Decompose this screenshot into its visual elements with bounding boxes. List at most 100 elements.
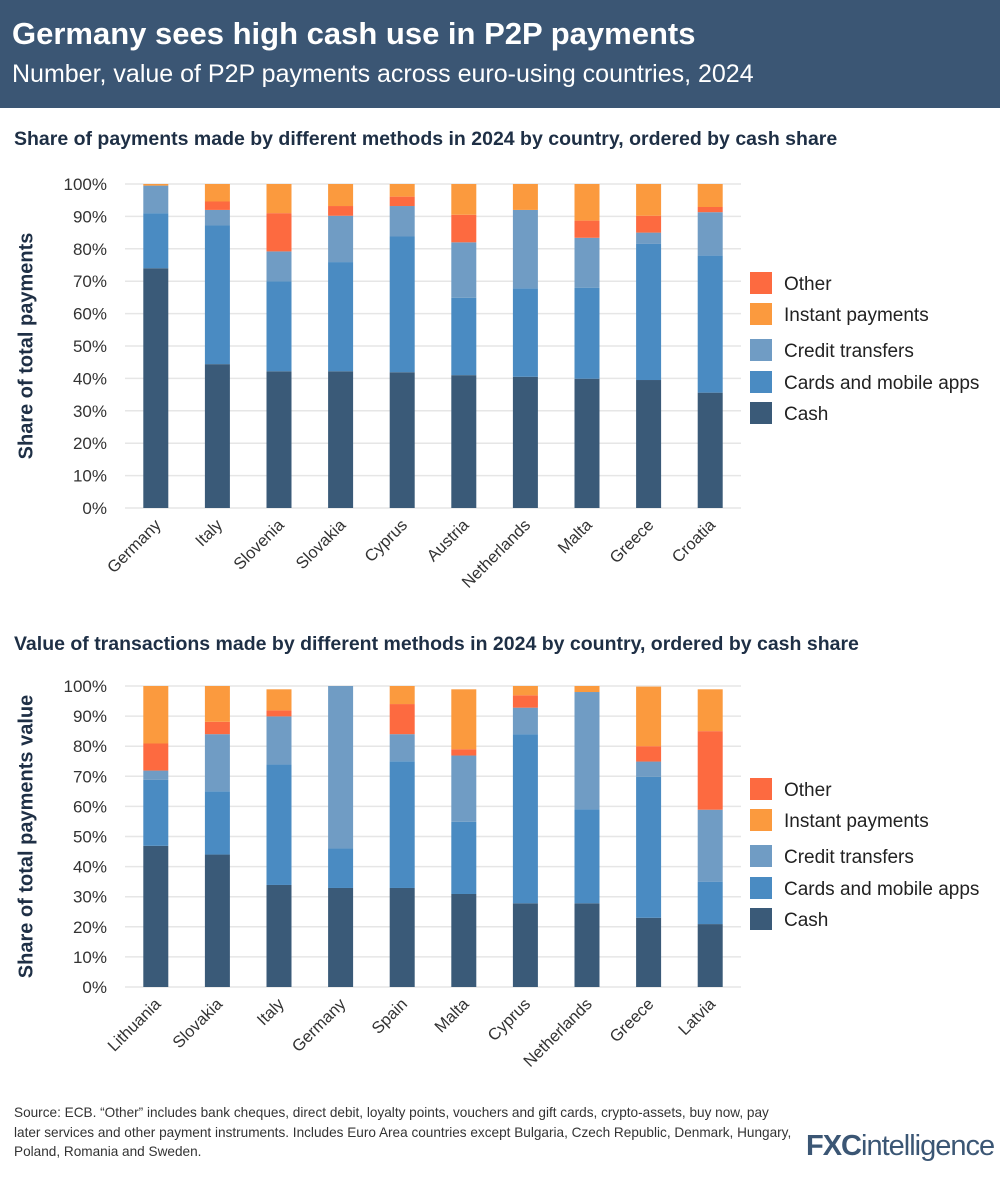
bar-segment-cash <box>389 372 415 508</box>
y-tick-label: 0% <box>82 499 107 518</box>
x-tick-label: Greece <box>606 995 657 1046</box>
bar-segment-instant-payments <box>697 184 723 208</box>
bar-segment-instant-payments <box>266 184 292 214</box>
bar-segment-instant-payments <box>143 184 169 186</box>
bar-segment-cash <box>328 887 354 987</box>
bar-segment-other <box>697 731 723 810</box>
bar-segment-cards-and-mobile-apps <box>697 255 723 393</box>
bar-segment-other <box>574 220 600 238</box>
bar-segment-cash <box>389 887 415 987</box>
legend-label: Cards and mobile apps <box>784 879 979 900</box>
bar-segment-cards-and-mobile-apps <box>143 779 169 846</box>
bar-segment-credit-transfers <box>266 251 292 282</box>
y-tick-label: 90% <box>73 707 107 726</box>
bar-segment-cash <box>697 924 723 987</box>
y-axis-title: Share of total payments <box>15 233 37 460</box>
legend-swatch <box>750 272 772 294</box>
source-note: Source: ECB. “Other” includes bank chequ… <box>14 1105 792 1159</box>
y-tick-label: 60% <box>73 797 107 816</box>
legend-swatch <box>750 371 772 393</box>
legend-swatch <box>750 845 772 867</box>
bar-segment-other <box>636 746 662 762</box>
y-tick-label: 50% <box>73 828 107 847</box>
x-tick-label: Austria <box>424 516 474 566</box>
fxc-logo: FXCintelligence <box>806 1130 995 1162</box>
legend-label: Cards and mobile apps <box>784 373 979 394</box>
x-tick-label: Lithuania <box>105 995 166 1056</box>
bar-segment-cash <box>512 376 538 508</box>
y-tick-label: 70% <box>73 272 107 291</box>
bar-segment-cash <box>204 854 230 987</box>
bar-segment-instant-payments <box>574 184 600 221</box>
bar-segment-instant-payments <box>266 689 292 711</box>
bar-segment-cash <box>328 371 354 508</box>
bar-segment-credit-transfers <box>512 209 538 289</box>
bar-segment-cards-and-mobile-apps <box>204 791 230 855</box>
bar-segment-other <box>389 704 415 735</box>
x-tick-label: Latvia <box>675 995 719 1039</box>
x-tick-label: Malta <box>431 995 473 1037</box>
bar-segment-other <box>697 207 723 213</box>
bar-segment-cards-and-mobile-apps <box>512 734 538 904</box>
bar-segment-cash <box>636 917 662 987</box>
bar-segment-cards-and-mobile-apps <box>204 225 230 365</box>
bar-segment-cards-and-mobile-apps <box>266 281 292 372</box>
legend-label: Other <box>784 780 832 801</box>
legend-label: Instant payments <box>784 811 929 832</box>
bar-segment-cards-and-mobile-apps <box>636 776 662 918</box>
bar-segment-credit-transfers <box>636 761 662 777</box>
bar-segment-other <box>636 215 662 233</box>
page-subtitle: Number, value of P2P payments across eur… <box>12 60 754 88</box>
x-tick-label: Spain <box>368 995 411 1038</box>
legend-swatch <box>750 908 772 930</box>
bar-segment-credit-transfers <box>389 206 415 237</box>
bar-segment-credit-transfers <box>512 707 538 735</box>
bar-segment-credit-transfers <box>204 734 230 792</box>
x-tick-label: Croatia <box>669 516 720 567</box>
y-tick-label: 100% <box>64 677 107 696</box>
bar-segment-instant-payments <box>389 686 415 705</box>
bar-segment-credit-transfers <box>389 734 415 762</box>
bar-segment-instant-payments <box>143 686 169 744</box>
legend-label: Cash <box>784 404 828 425</box>
bar-segment-cards-and-mobile-apps <box>697 881 723 925</box>
bar-segment-cash <box>204 364 230 508</box>
x-tick-label: Italy <box>254 995 289 1030</box>
bar-segment-credit-transfers <box>697 809 723 882</box>
bar-segment-cash <box>266 884 292 987</box>
x-tick-label: Slovakia <box>169 995 226 1052</box>
bar-segment-instant-payments <box>697 689 723 732</box>
bar-segment-cards-and-mobile-apps <box>574 287 600 379</box>
legend-label: Cash <box>784 910 828 931</box>
legend-swatch <box>750 877 772 899</box>
bar-segment-instant-payments <box>451 689 477 750</box>
bar-segment-instant-payments <box>204 686 230 722</box>
bar-segment-credit-transfers <box>328 686 354 849</box>
bar-segment-credit-transfers <box>328 215 354 263</box>
bar-segment-cash <box>451 375 477 508</box>
bar-segment-other <box>389 196 415 207</box>
bar-segment-cards-and-mobile-apps <box>636 243 662 381</box>
bar-segment-instant-payments <box>389 184 415 197</box>
legend-label: Other <box>784 274 832 295</box>
bar-segment-cash <box>143 268 169 508</box>
legend-swatch <box>750 778 772 800</box>
y-tick-label: 0% <box>82 978 107 997</box>
chart-2-title: Value of transactions made by different … <box>14 633 859 655</box>
bar-segment-other <box>204 721 230 735</box>
bar-segment-cash <box>574 903 600 987</box>
legend-swatch <box>750 402 772 424</box>
bar-segment-cards-and-mobile-apps <box>328 848 354 888</box>
y-tick-label: 90% <box>73 207 107 226</box>
x-tick-label: Cyprus <box>485 995 535 1045</box>
bar-segment-cards-and-mobile-apps <box>451 821 477 894</box>
bar-segment-other <box>451 214 477 243</box>
bar-segment-cash <box>574 378 600 508</box>
chart-1-title: Share of payments made by different meth… <box>14 128 838 150</box>
bar-segment-credit-transfers <box>574 237 600 288</box>
y-tick-label: 70% <box>73 767 107 786</box>
legend-label: Instant payments <box>784 305 929 326</box>
bar-segment-instant-payments <box>636 686 662 747</box>
bar-segment-cards-and-mobile-apps <box>574 809 600 904</box>
bar-segment-credit-transfers <box>574 692 600 810</box>
